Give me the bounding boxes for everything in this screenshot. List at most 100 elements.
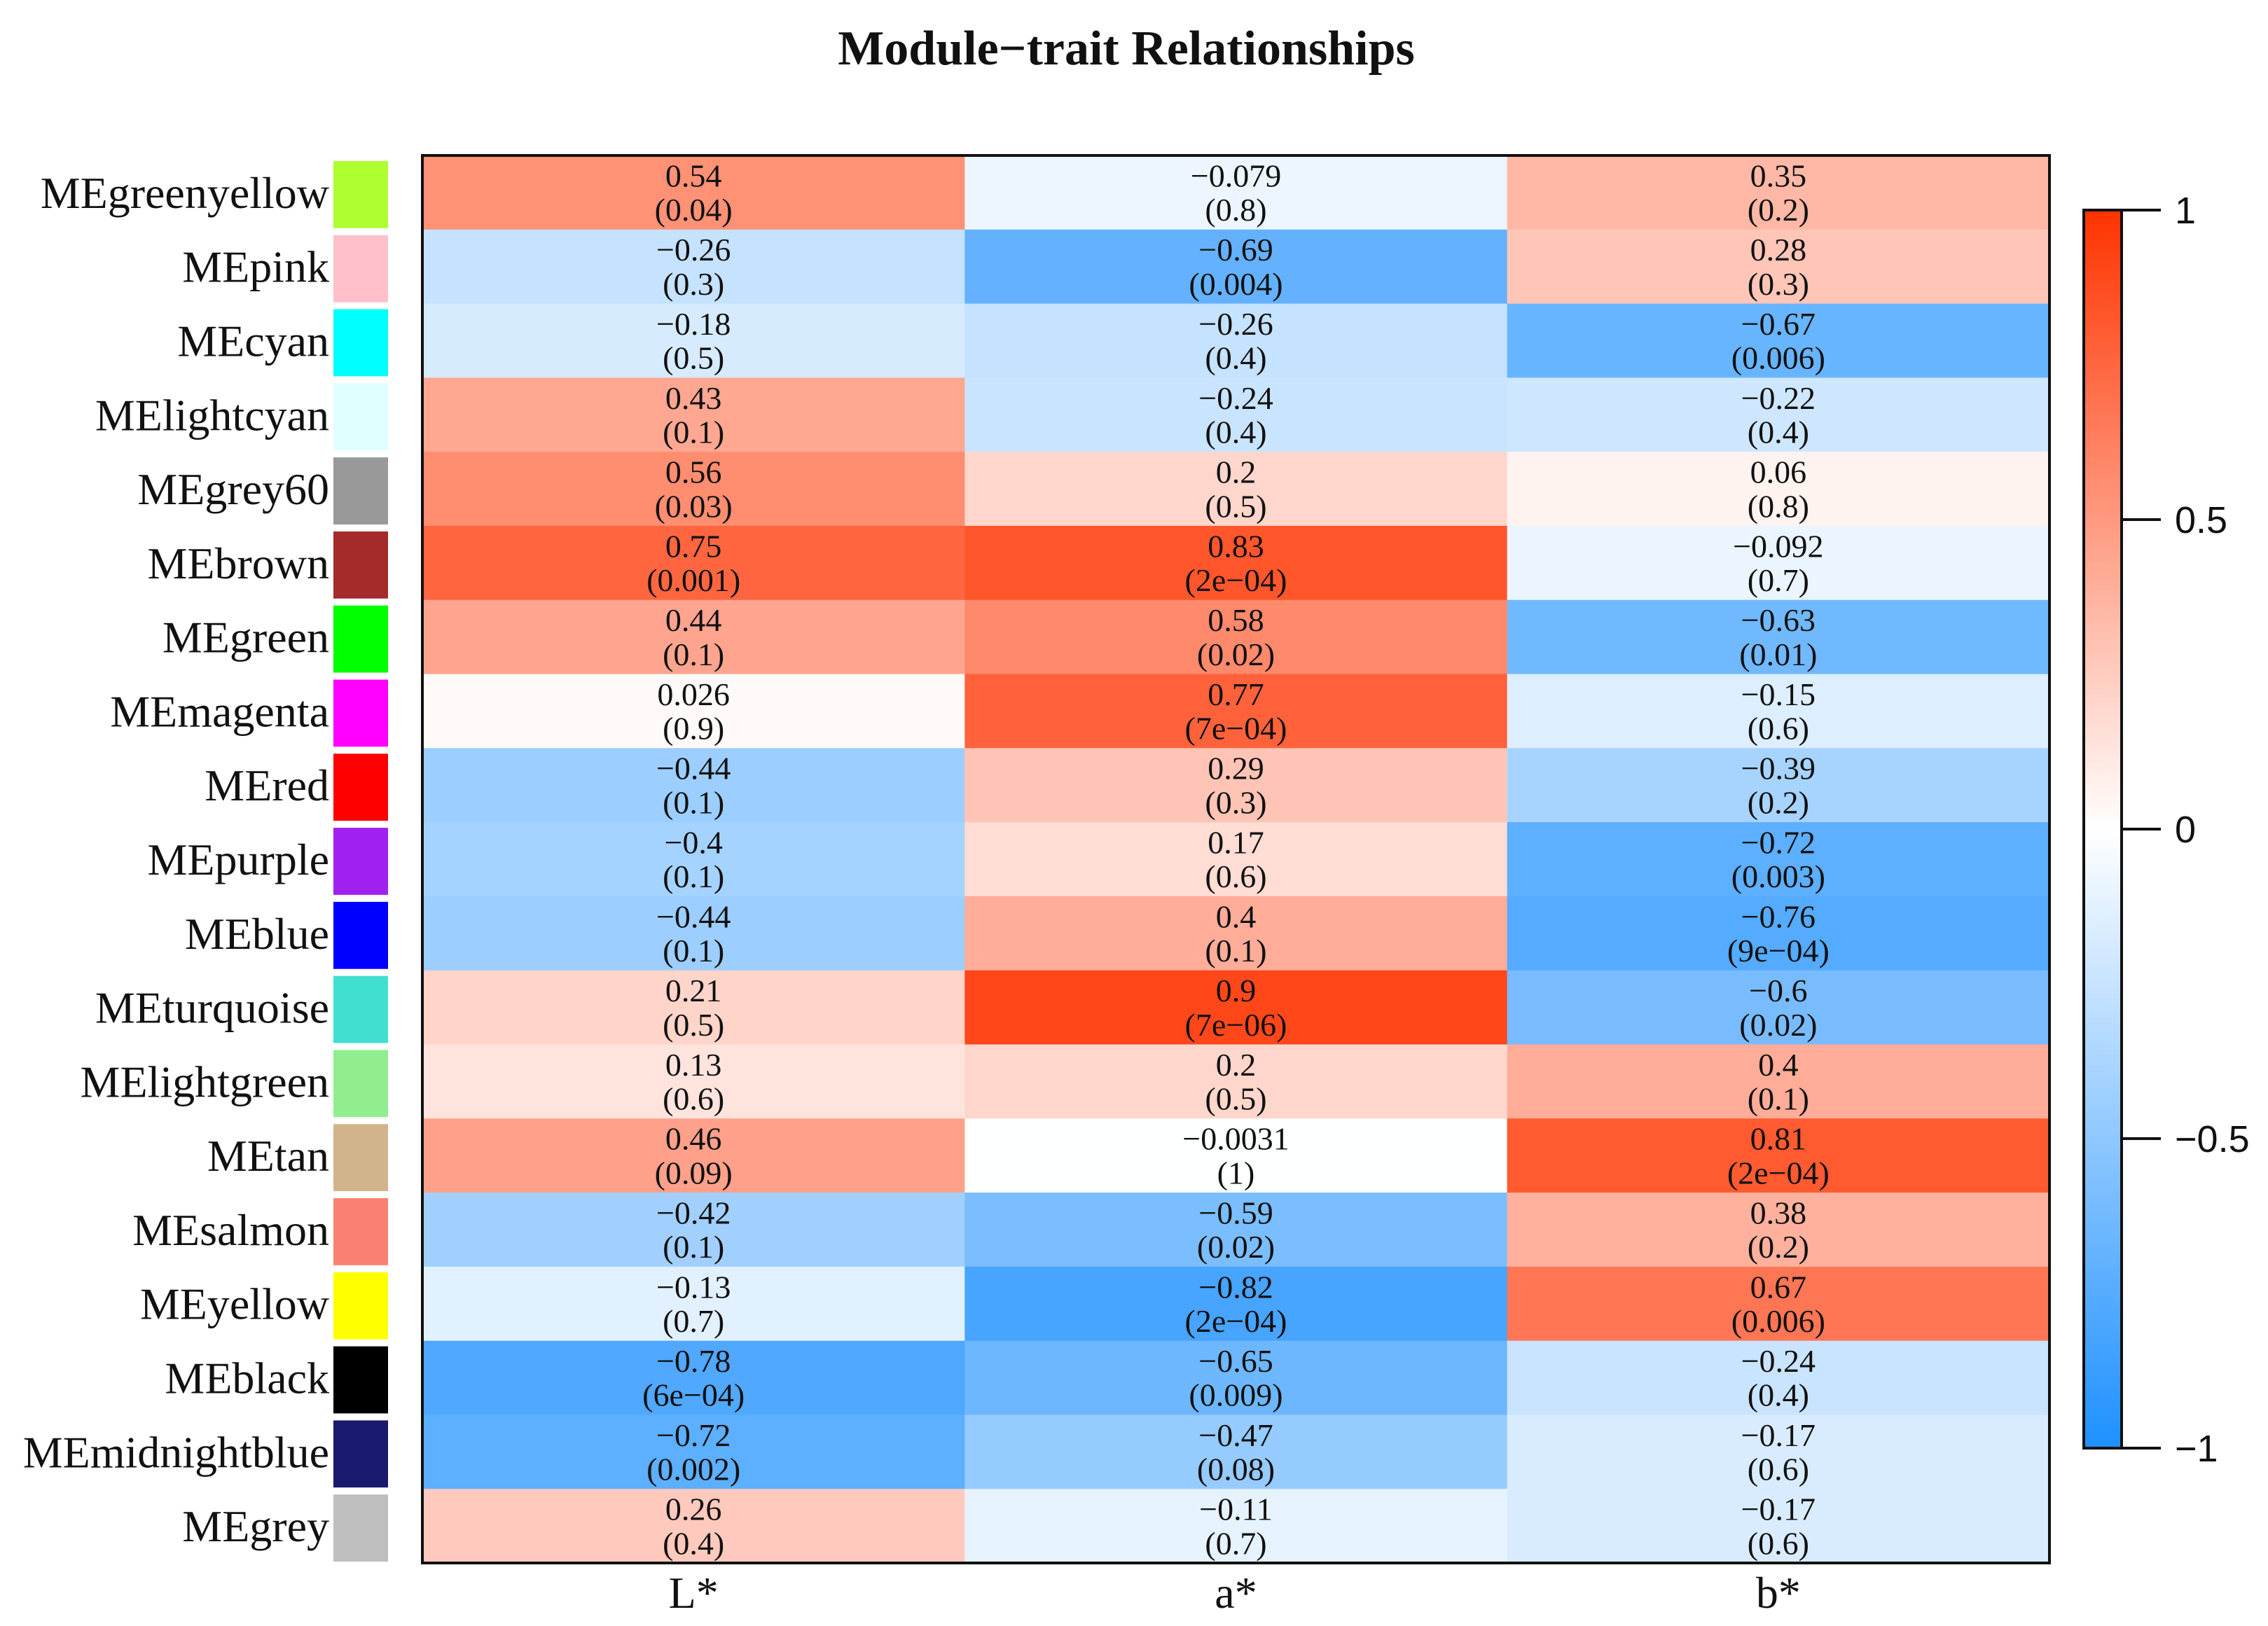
heatmap-cell — [964, 674, 1508, 749]
heatmap-cell — [964, 525, 1508, 601]
cell-pvalue: (0.02) — [1197, 1229, 1275, 1265]
row-label: MEblue — [185, 909, 329, 959]
cell-correlation: 0.43 — [665, 380, 722, 416]
heatmap-cell — [964, 1489, 1508, 1564]
row-label: MElightgreen — [81, 1057, 329, 1106]
heatmap-cell — [422, 1118, 965, 1193]
swatch-MEblue — [333, 901, 388, 969]
cell-pvalue: (0.1) — [663, 784, 724, 820]
column-label: L* — [669, 1568, 719, 1618]
heatmap-cell — [422, 674, 965, 749]
row-label: MEgreen — [163, 613, 329, 662]
cell-correlation: 0.29 — [1208, 751, 1264, 786]
cell-correlation: 0.77 — [1208, 676, 1264, 712]
cell-pvalue: (0.1) — [663, 933, 724, 968]
heatmap-cell — [1507, 1340, 2050, 1416]
cell-pvalue: (7e−04) — [1185, 711, 1287, 746]
cell-correlation: −0.24 — [1198, 380, 1273, 416]
cell-correlation: 0.35 — [1750, 158, 1807, 193]
row-label: MEyellow — [140, 1279, 329, 1329]
cell-correlation: 0.38 — [1750, 1195, 1807, 1230]
cell-correlation: 0.56 — [665, 454, 722, 490]
cell-pvalue: (0.08) — [1197, 1452, 1275, 1487]
row-label: MEpurple — [148, 835, 330, 884]
cell-pvalue: (0.4) — [1205, 414, 1266, 450]
cell-correlation: 0.75 — [665, 528, 722, 564]
heatmap-cell — [422, 155, 965, 230]
heatmap-cell — [1507, 1266, 2050, 1342]
cell-correlation: 0.54 — [665, 158, 722, 193]
heatmap-cell — [1507, 155, 2050, 230]
row-label: MEturquoise — [95, 983, 329, 1033]
cell-correlation: −0.78 — [656, 1343, 731, 1379]
heatmap-cell — [964, 599, 1508, 675]
row-label: MEgrey60 — [137, 464, 329, 514]
cell-pvalue: (0.1) — [663, 637, 724, 672]
cell-correlation: −0.59 — [1198, 1195, 1273, 1230]
heatmap-cell — [1507, 674, 2050, 749]
swatch-MEblack — [333, 1346, 388, 1414]
cell-pvalue: (0.5) — [1205, 488, 1266, 524]
heatmap-cell — [422, 1489, 965, 1564]
heatmap-cell — [964, 303, 1508, 378]
cell-pvalue: (0.006) — [1731, 1303, 1825, 1339]
swatch-MEmidnightblue — [333, 1420, 388, 1488]
heatmap-cell — [964, 452, 1508, 527]
heatmap-cell — [1507, 970, 2050, 1045]
heatmap-cell — [422, 896, 965, 971]
cell-pvalue: (0.02) — [1739, 1007, 1817, 1043]
row-label: MEmagenta — [110, 686, 329, 736]
cell-correlation: −0.44 — [656, 751, 731, 786]
cell-correlation: 0.2 — [1216, 1047, 1257, 1083]
swatch-MEgreenyellow — [333, 161, 388, 228]
row-label: MEgrey — [182, 1501, 329, 1551]
cell-correlation: −0.15 — [1741, 676, 1816, 712]
cell-pvalue: (0.6) — [663, 1081, 724, 1117]
heatmap-cell — [1507, 748, 2050, 823]
heatmap-cell — [964, 896, 1508, 971]
cell-correlation: 0.26 — [665, 1492, 722, 1527]
heatmap-cell — [422, 822, 965, 897]
cell-correlation: 0.4 — [1216, 898, 1257, 934]
scale-tick-label: −0.5 — [2175, 1118, 2250, 1160]
row-label: MEtan — [207, 1131, 329, 1181]
cell-pvalue: (0.4) — [1748, 1377, 1809, 1413]
cell-correlation: −0.6 — [1749, 973, 1807, 1008]
cell-pvalue: (0.04) — [655, 192, 733, 228]
heatmap-cell — [964, 1340, 1508, 1416]
cell-pvalue: (0.2) — [1748, 192, 1809, 228]
cell-pvalue: (0.004) — [1189, 266, 1282, 302]
heatmap-cell — [422, 1340, 965, 1416]
heatmap-cell — [1507, 525, 2050, 601]
swatch-MElightgreen — [333, 1050, 388, 1118]
swatch-MElightcyan — [333, 383, 388, 451]
cell-pvalue: (0.2) — [1748, 1229, 1809, 1265]
swatch-MEgreen — [333, 605, 388, 673]
cell-correlation: −0.22 — [1741, 380, 1816, 416]
heatmap-cell — [422, 1193, 965, 1267]
cell-pvalue: (0.4) — [663, 1525, 724, 1561]
row-label: MEblack — [165, 1354, 329, 1403]
column-label: b* — [1756, 1568, 1801, 1618]
heatmap-cell — [964, 1266, 1508, 1342]
cell-correlation: −0.65 — [1198, 1343, 1273, 1379]
cell-pvalue: (0.009) — [1189, 1377, 1282, 1413]
row-label: MEpink — [182, 242, 329, 292]
swatch-MEgrey — [333, 1494, 388, 1562]
cell-pvalue: (0.02) — [1197, 637, 1275, 672]
cell-pvalue: (0.5) — [663, 340, 724, 376]
cell-correlation: −0.72 — [656, 1417, 731, 1453]
heatmap-cell — [964, 1415, 1508, 1489]
heatmap-cell — [964, 822, 1508, 897]
cell-correlation: −0.17 — [1741, 1417, 1816, 1453]
heatmap-cell — [964, 229, 1508, 305]
cell-correlation: 0.81 — [1750, 1121, 1807, 1157]
cell-correlation: 0.58 — [1208, 602, 1264, 638]
cell-correlation: 0.9 — [1216, 973, 1257, 1008]
cell-correlation: −0.0031 — [1182, 1121, 1289, 1157]
swatch-MEsalmon — [333, 1198, 388, 1265]
cell-correlation: −0.092 — [1733, 528, 1823, 564]
cell-pvalue: (6e−04) — [642, 1377, 745, 1413]
heatmap-cell — [422, 377, 965, 452]
